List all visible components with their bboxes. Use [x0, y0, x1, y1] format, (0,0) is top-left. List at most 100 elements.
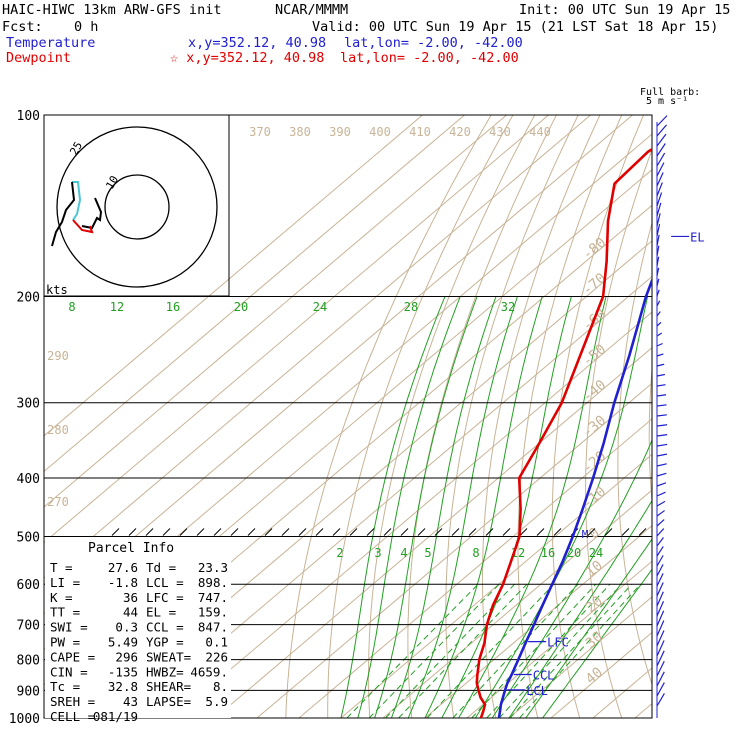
- wind-barb: [656, 182, 663, 197]
- dry-adiabat-line: [285, 115, 492, 718]
- wind-barb: [656, 143, 666, 157]
- model-title: HAIC-HIWC 13km ARW-GFS init: [2, 2, 222, 18]
- isotherm-line: [508, 596, 652, 718]
- hodograph-ring-label: 10: [103, 174, 121, 192]
- mixing-ratio-line: [471, 583, 597, 718]
- wind-barb: [656, 223, 661, 237]
- isotherm-line: [340, 453, 652, 718]
- parcel-field-label: LI =: [50, 575, 80, 590]
- parcel-field-label: CELL =: [50, 709, 95, 724]
- theta-label: 400: [369, 125, 391, 139]
- moist-adiabat-line: [340, 296, 446, 718]
- wind-barb: [656, 213, 661, 227]
- wind-barb: [656, 332, 663, 337]
- parcel-field-value: 4659.: [190, 664, 228, 679]
- temperature-legend: Temperature: [6, 35, 96, 51]
- dry-adiabat-line: [551, 115, 644, 718]
- theta-label: 430: [489, 125, 511, 139]
- hatch-mark: [400, 528, 409, 536]
- isotherm-line: [130, 275, 652, 718]
- parcel-field-label: EL =: [146, 605, 176, 620]
- hodograph-ring-outer: [56, 126, 218, 288]
- wind-barb: [656, 353, 664, 357]
- isotherm-line: [298, 418, 652, 718]
- moist-adiabat-line: [407, 296, 518, 718]
- dry-adiabat-line: [709, 115, 740, 718]
- mixing-ratio-label: 5: [424, 546, 431, 560]
- dewpoint-xy: ☆ x,y=352.12, 40.98: [170, 50, 325, 66]
- parcel-field-value: 0.3: [115, 620, 138, 635]
- mixing-ratio-label: 12: [110, 300, 124, 314]
- wind-barb: [656, 671, 665, 687]
- wind-barb: [656, 192, 663, 207]
- wind-barb: [656, 528, 665, 537]
- parcel-field-label: CCL =: [146, 620, 184, 635]
- hatch-mark: [213, 528, 222, 536]
- isotherm-line: [44, 115, 507, 508]
- hodograph-ring-inner: [104, 174, 170, 240]
- level-label-ccl: CCL: [533, 669, 555, 683]
- wind-barb: [656, 234, 660, 247]
- dry-adiabat-line: [680, 115, 740, 718]
- dry-adiabat-line: [517, 115, 623, 718]
- wind-barb: [656, 546, 664, 557]
- wind-barb: [656, 650, 665, 667]
- hodograph-units: kts: [46, 283, 68, 297]
- hatch-mark: [264, 528, 273, 536]
- parcel-field-label: TT =: [50, 605, 80, 620]
- wind-barb: [656, 115, 668, 127]
- theta-label: 290: [47, 349, 69, 363]
- pressure-tick-label: 100: [17, 109, 40, 124]
- theta-label: 420: [449, 125, 471, 139]
- parcel-field-value: 23.3: [198, 560, 228, 575]
- wind-barb: [656, 682, 665, 697]
- init-time: Init: 00 UTC Sun 19 Apr 15: [519, 2, 731, 18]
- wind-barb: [656, 202, 662, 217]
- hatch-mark: [519, 528, 528, 536]
- dry-adiabat-line: [482, 115, 601, 718]
- wind-barb: [656, 443, 668, 447]
- wind-barb: [656, 245, 660, 257]
- mixing-ratio-line: [519, 583, 641, 718]
- wind-barb: [656, 289, 660, 297]
- mixing-ratio-line: [509, 583, 633, 718]
- mixing-ratio-label: 16: [541, 546, 555, 560]
- hatch-mark: [604, 528, 613, 536]
- barb-legend-title: Full barb:: [640, 87, 700, 98]
- wind-barb: [656, 620, 665, 637]
- parcel-field-value: 36: [123, 590, 138, 605]
- mixing-ratio-label: 28: [404, 300, 418, 314]
- barb-legend: Full barb:5 m s⁻¹: [640, 87, 700, 107]
- wind-barb: [656, 582, 664, 597]
- theta-label: 440: [529, 125, 551, 139]
- mixing-ratio-label: 24: [313, 300, 327, 314]
- parcel-field-value: 081/19: [93, 709, 138, 724]
- wind-barb: [656, 152, 666, 167]
- parcel-field-label: SWI =: [50, 620, 88, 635]
- parcel-panel-bg: [45, 537, 231, 718]
- isotherm-line: [256, 382, 652, 718]
- moist-adiabat-line: [424, 296, 543, 718]
- hatch-mark: [485, 528, 494, 536]
- isotherm-line: [214, 347, 652, 718]
- dry-adiabat-line: [368, 115, 536, 718]
- parcel-field-label: SHEAR=: [146, 679, 191, 694]
- wind-barb: [656, 300, 661, 307]
- hatch-mark: [230, 528, 239, 536]
- wind-barb: [656, 660, 665, 677]
- hatch-mark: [111, 528, 120, 536]
- parcel-field-value: -135: [108, 664, 138, 679]
- hodograph-trace: [81, 197, 103, 230]
- mixing-ratio-line: [346, 583, 479, 718]
- isotherm-line: [44, 115, 591, 579]
- wind-barb: [656, 172, 664, 187]
- parcel-field-value: 747.: [198, 590, 228, 605]
- wind-barb: [656, 394, 667, 397]
- hatch-mark: [179, 528, 188, 536]
- wind-barb: [656, 424, 668, 427]
- dewpoint-profile: [475, 147, 652, 718]
- mixing-ratio-label: 20: [234, 300, 248, 314]
- hatch-mark: [638, 528, 647, 536]
- wind-barb: [656, 256, 660, 267]
